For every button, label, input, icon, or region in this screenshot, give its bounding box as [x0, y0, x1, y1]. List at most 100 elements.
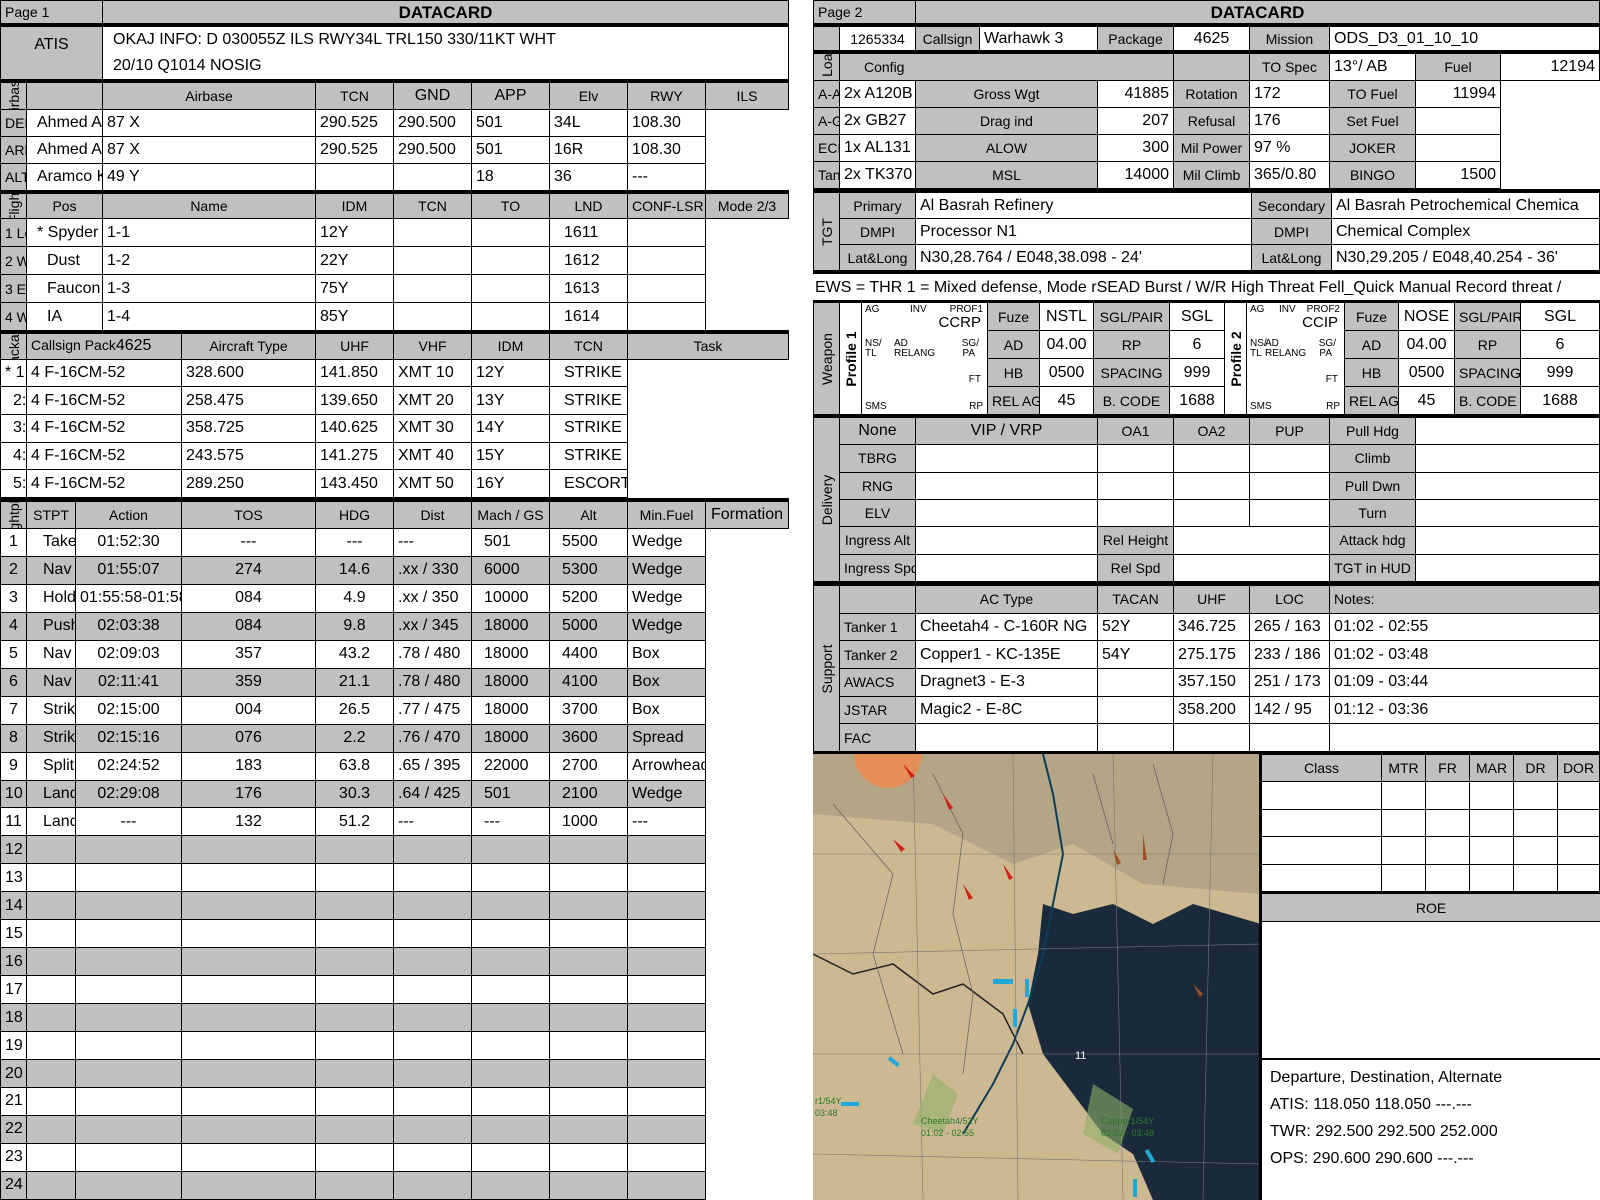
support-loc: [1249, 723, 1330, 752]
lo-right-key: TO Spec: [1249, 53, 1330, 81]
weapon-key: AD: [1344, 330, 1399, 359]
fp-empty-cell: [549, 891, 628, 921]
fp-hdg: 183: [181, 751, 316, 781]
fp-empty-cell: [26, 835, 76, 865]
tgt-val: N30,29.205 / E048,40.254 - 36': [1331, 244, 1600, 271]
loadout-label: A-G: [813, 107, 840, 135]
support-tacan: [1097, 695, 1174, 725]
package-task: STRIKE: [549, 441, 628, 471]
col-header: STPT: [26, 501, 76, 529]
flightplan-row: 10 Land 02:29:08 176 30.3.64 / 425 501 2100 Wed…: [0, 779, 789, 809]
package-callsign: 2: Panther 4: [0, 386, 27, 415]
flight-name: Faucon: [26, 274, 103, 303]
support-role: AWACS: [839, 667, 916, 697]
fp-stpt: 2: [0, 555, 27, 585]
flight-to: [393, 274, 472, 303]
fp-stpt: 22: [0, 1114, 27, 1144]
flightplan-empty-row: 17: [0, 975, 789, 1005]
fp-empty-cell: [549, 1170, 628, 1200]
fp-mach: .64 / 425: [393, 779, 472, 809]
fp-formation: Spread: [627, 723, 706, 753]
loadout-value: 2x GB27: [839, 107, 916, 135]
map-label-left: r1/54Y: [815, 1096, 842, 1106]
airbase-rwy: 36: [549, 163, 628, 190]
fp-empty-cell: [471, 1031, 550, 1061]
delivery-empty: [915, 498, 1098, 528]
col-header: Pos: [26, 193, 103, 219]
lo-right-val: 97 %: [1249, 134, 1330, 162]
fp-dist: 51.2: [315, 807, 394, 837]
col-header: GND: [393, 82, 472, 110]
fp-empty-cell: [181, 1031, 316, 1061]
fp-empty-cell: [549, 1086, 628, 1116]
loadout-key: ALOW: [915, 134, 1098, 162]
delivery-key: TGT in HUD: [1329, 553, 1416, 582]
fp-empty-cell: [627, 1059, 706, 1088]
fp-empty-cell: [393, 1142, 472, 1172]
flight-lnd: [471, 302, 550, 330]
fp-formation: Wedge: [627, 611, 706, 641]
flight-tcn: 85Y: [315, 302, 394, 330]
col-header: Name: [102, 193, 316, 219]
fp-fuel: 4100: [549, 667, 628, 697]
airbase-gnd: 290.525: [315, 109, 394, 137]
fp-empty-cell: [393, 835, 472, 865]
mfd-inv: INV: [910, 304, 927, 315]
package-vhf: 141.850: [315, 358, 394, 388]
package-callsign: * 1:Warhawk 3: [0, 358, 27, 388]
fp-tos: ---: [75, 807, 182, 837]
airbase-name: Ahmed Al Jaber Air Base: [26, 109, 103, 137]
col-header: MAR: [1469, 753, 1514, 783]
weapon-key: Fuze: [987, 302, 1040, 331]
page-title: DATACARD: [915, 0, 1600, 24]
package-callsign: 5: Cyborg 2: [0, 469, 27, 498]
fp-empty-cell: [181, 1142, 316, 1172]
delivery-key: ELV: [839, 498, 916, 528]
mfd-ag: AG: [1250, 304, 1265, 315]
mfd-sg: SG/: [1318, 338, 1336, 349]
fp-dist: 26.5: [315, 695, 394, 725]
mfd-ns: NS/: [1250, 338, 1267, 349]
loadout-side-label: TO / Loadout: [813, 53, 840, 81]
fp-alt: 10000: [471, 583, 550, 613]
support-tacan: 54Y: [1097, 640, 1174, 669]
package-tcn: 12Y: [471, 358, 550, 388]
package-vhf: 139.650: [315, 386, 394, 415]
flight-lnd: [471, 218, 550, 247]
fp-empty-cell: [181, 863, 316, 893]
threat-empty: [1381, 836, 1426, 865]
fp-alt: ---: [471, 807, 550, 837]
flightplan-row: 9 Split 02:24:52 183 63.8.65 / 395 22000 2700 A…: [0, 751, 789, 781]
fp-empty-cell: [75, 1170, 182, 1200]
comms-block: Departure, Destination, Alternate ATIS: …: [1261, 1060, 1600, 1200]
profile-mfd-display: AG INV PROF1 CCRP NS/TL AD RELANG SG/PA FT SMS RP: [862, 303, 987, 414]
delivery-empty: [1173, 444, 1250, 473]
package-block: Package Callsign Pack4625 Aircraft Type …: [0, 333, 789, 501]
package-task: STRIKE: [549, 413, 628, 443]
fp-action: Push: [26, 611, 76, 641]
fp-empty-cell: [393, 1003, 472, 1033]
weapon-val: 04.00: [1039, 330, 1094, 359]
fp-stpt: 1: [0, 527, 27, 557]
fp-tos: 01:55:07: [75, 555, 182, 585]
fp-empty-cell: [393, 947, 472, 977]
delivery-key: Rel Spd: [1097, 553, 1174, 582]
airbase-name: Ahmed Al Jaber Air Base: [26, 136, 103, 164]
fp-hdg: 084: [181, 611, 316, 641]
package-row: * 1:Warhawk 34 F-16CM-52328.600141.850XM…: [0, 358, 789, 388]
mission-map[interactable]: 11 r1/54Y 03:48 Cheetah4/52Y 01:02 - 02:…: [813, 754, 1261, 1200]
support-role: Tanker 1: [839, 612, 916, 642]
loadout-val: 41885: [1097, 80, 1174, 108]
airbase-pos: ALTN: [0, 163, 27, 190]
fp-stpt: 24: [0, 1170, 27, 1200]
fp-empty-cell: [26, 1170, 76, 1200]
delivery-empty: [1097, 471, 1174, 500]
northern-terrain: [813, 754, 1259, 894]
fp-dist: 30.3: [315, 779, 394, 809]
fp-empty-cell: [75, 1059, 182, 1088]
callsign-pack-header: Callsign Pack4625: [26, 333, 182, 360]
fp-stpt: 23: [0, 1142, 27, 1172]
tgt-val: Al Basrah Petrochemical Chemica: [1331, 192, 1600, 219]
